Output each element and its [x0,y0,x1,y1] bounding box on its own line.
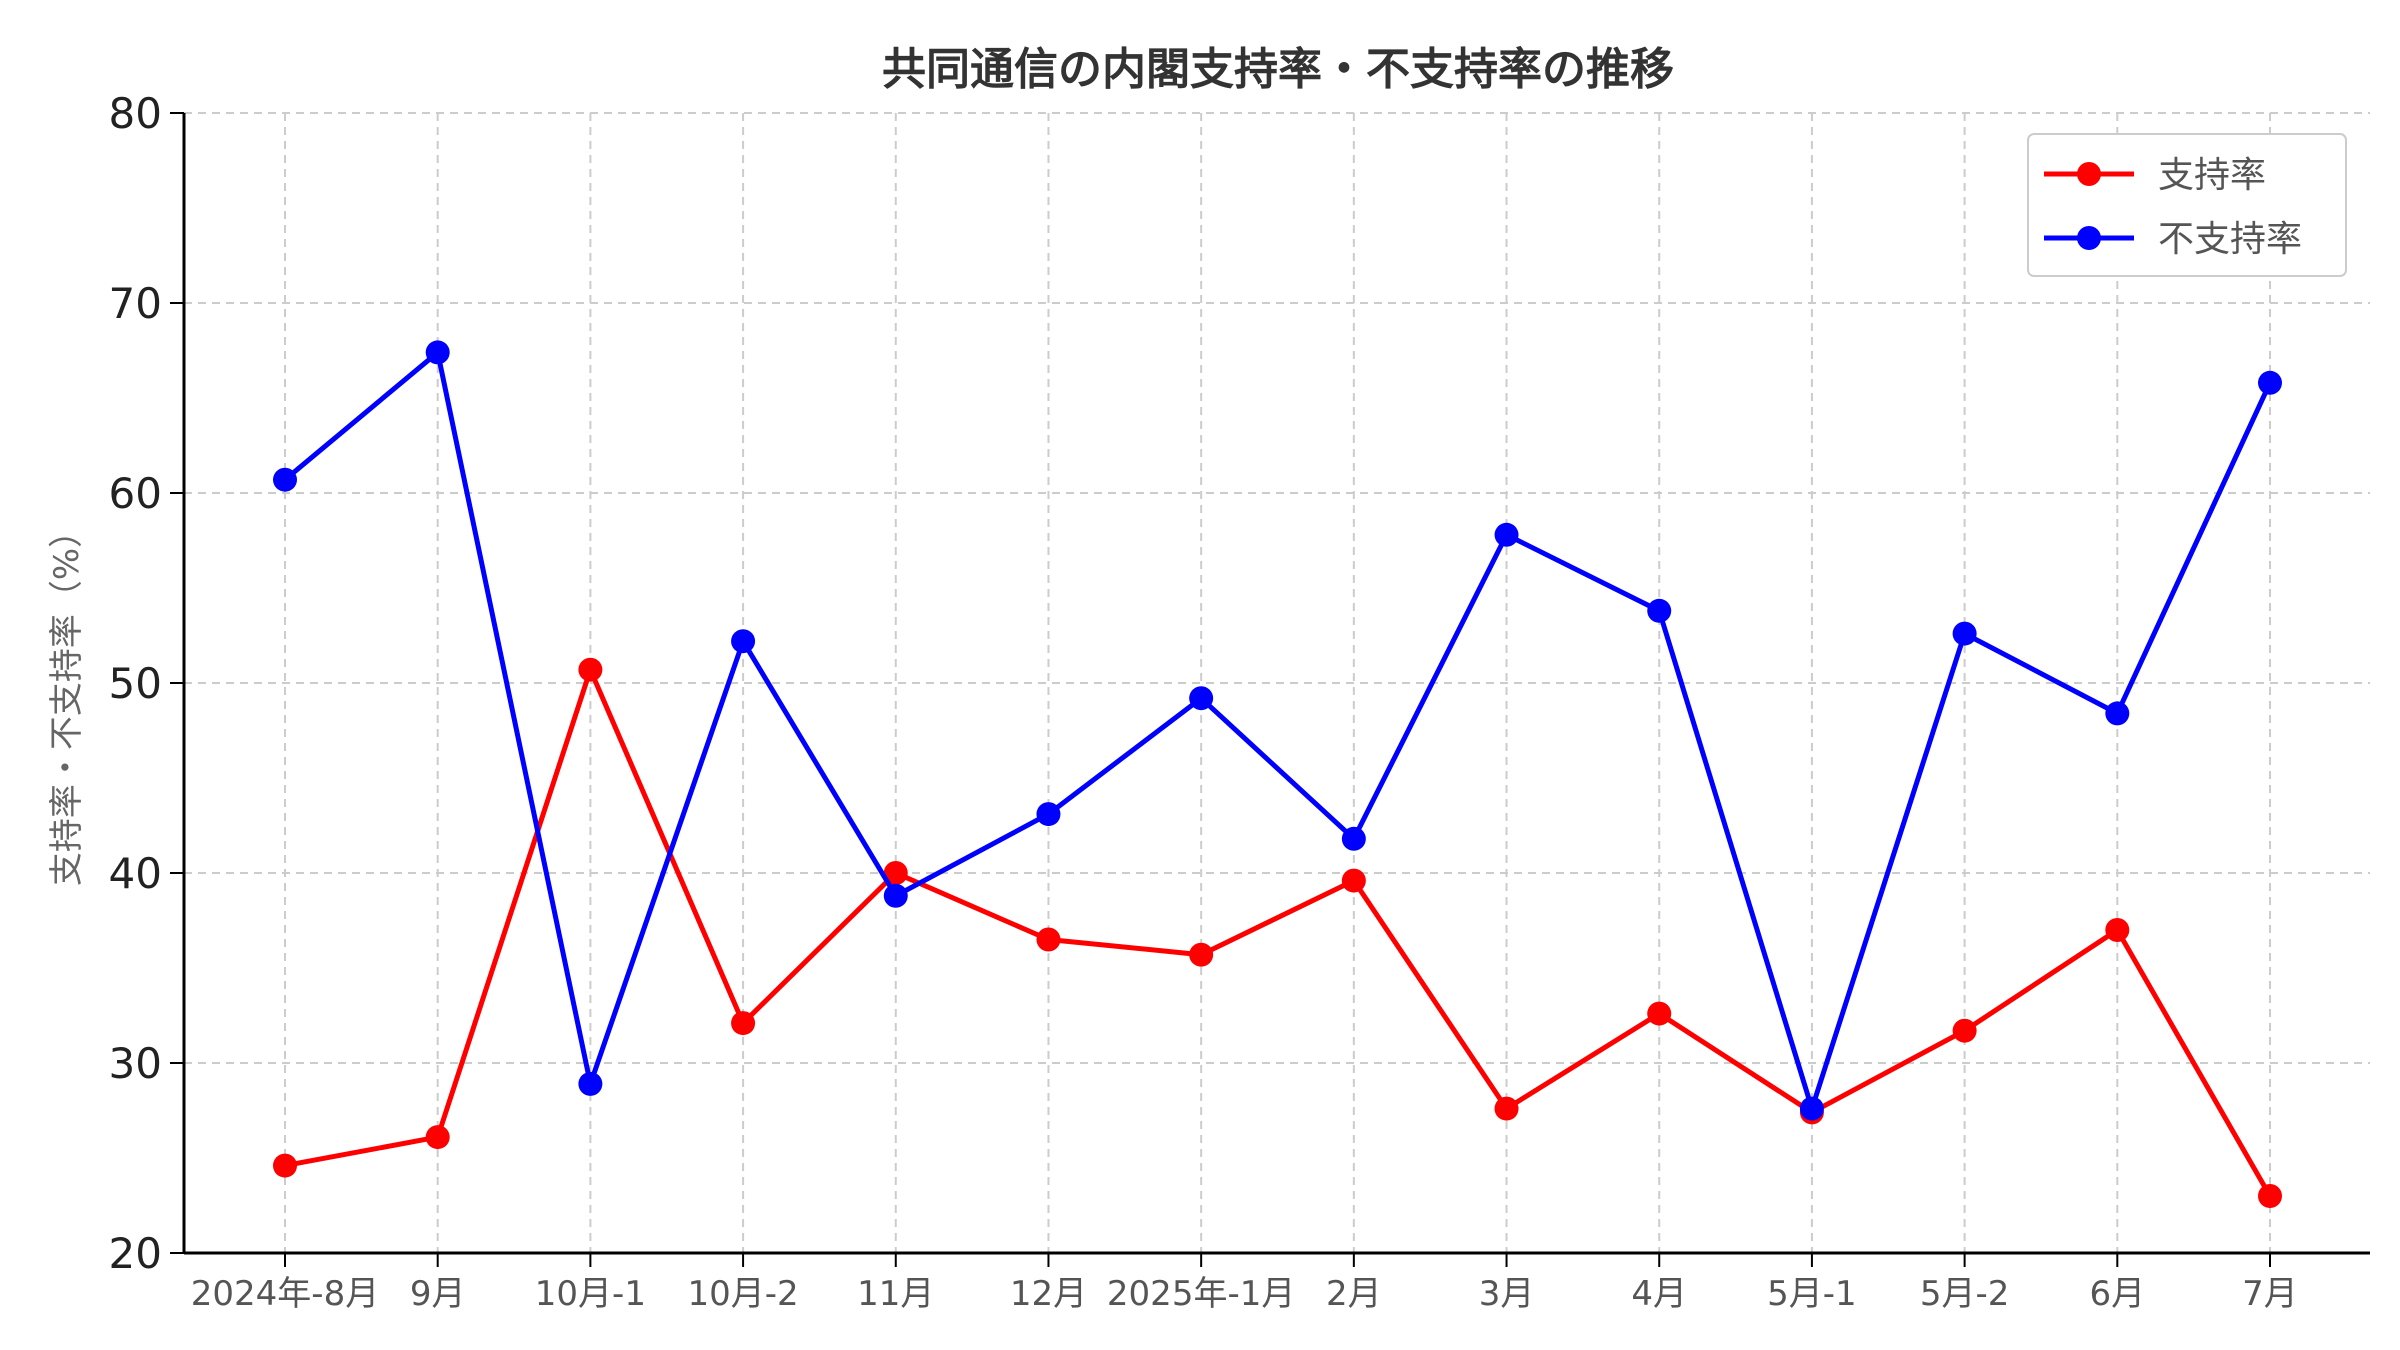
data-point [1494,1096,1519,1121]
x-tick-label: 2月 [1326,1274,1382,1314]
x-tick-label: 10月-1 [535,1274,646,1314]
y-tick-label: 30 [109,1039,162,1088]
x-tick-label: 7月 [2242,1274,2298,1314]
legend-item: 不支持率 [2044,219,2302,260]
x-tick-label: 5月-1 [1767,1274,1857,1314]
data-point [1341,868,1366,893]
x-tick-label: 5月-2 [1920,1274,2010,1314]
data-point [273,467,297,492]
data-point [2258,1184,2282,1208]
legend-marker [2077,162,2101,186]
legend-label: 不支持率 [2158,219,2302,260]
chart-title: 共同通信の内閣支持率・不支持率の推移 [882,44,1674,95]
data-point [1341,826,1366,851]
data-point [1799,1096,1824,1121]
data-point [1189,942,1214,967]
data-point [1952,621,1977,646]
data-point [425,340,450,365]
data-point [273,1153,297,1178]
y-tick-label: 60 [109,469,162,518]
data-point [578,1071,603,1096]
data-point [578,657,603,682]
data-point [1189,686,1214,711]
data-point [1647,1001,1672,1026]
data-point [2105,701,2130,726]
data-point [1647,598,1672,623]
x-tick-label: 11月 [857,1274,934,1314]
x-tick-label: 12月 [1010,1274,1087,1314]
data-point [2105,918,2130,942]
grid [184,112,2370,1254]
y-tick-label: 40 [109,849,162,898]
x-tick-label: 4月 [1631,1274,1687,1314]
x-tick-label: 2025年-1月 [1107,1274,1295,1314]
x-tick-label: 2024年-8月 [191,1274,379,1314]
data-point [1036,927,1061,952]
x-tick-label: 10月-2 [687,1274,798,1314]
data-point [731,1011,756,1036]
data-point [883,861,908,885]
data-point [1494,522,1519,547]
series-line [283,349,2273,1112]
series-1 [273,340,2282,1121]
legend-label: 支持率 [2158,155,2266,196]
x-tick-label: 6月 [2089,1274,2145,1314]
y-axis-ticks: 20 30 40 50 60 70 80 [109,89,184,1278]
series-line [284,667,2273,1198]
y-tick-label: 50 [109,659,162,708]
data-point [731,629,756,654]
y-tick-label: 70 [109,279,162,328]
legend-marker [2077,226,2101,250]
legend-item: 支持率 [2044,155,2266,196]
y-tick-label: 80 [109,89,162,138]
data-point [2258,370,2282,395]
data-point [1036,802,1061,827]
series-0 [273,657,2282,1208]
series-layer [273,340,2282,1208]
data-point [883,883,908,908]
data-point [425,1125,450,1150]
y-axis-label: 支持率・不支持率（%） [47,514,87,886]
x-tick-label: 9月 [410,1274,466,1314]
x-axis-ticks: 2024年-8月 9月 10月-1 10月-2 11月 12月 2025年-1月 2月 3月 4月… [191,1253,2298,1314]
data-point [1952,1018,1977,1043]
x-tick-label: 3月 [1479,1274,1535,1314]
y-tick-label: 20 [109,1229,162,1278]
